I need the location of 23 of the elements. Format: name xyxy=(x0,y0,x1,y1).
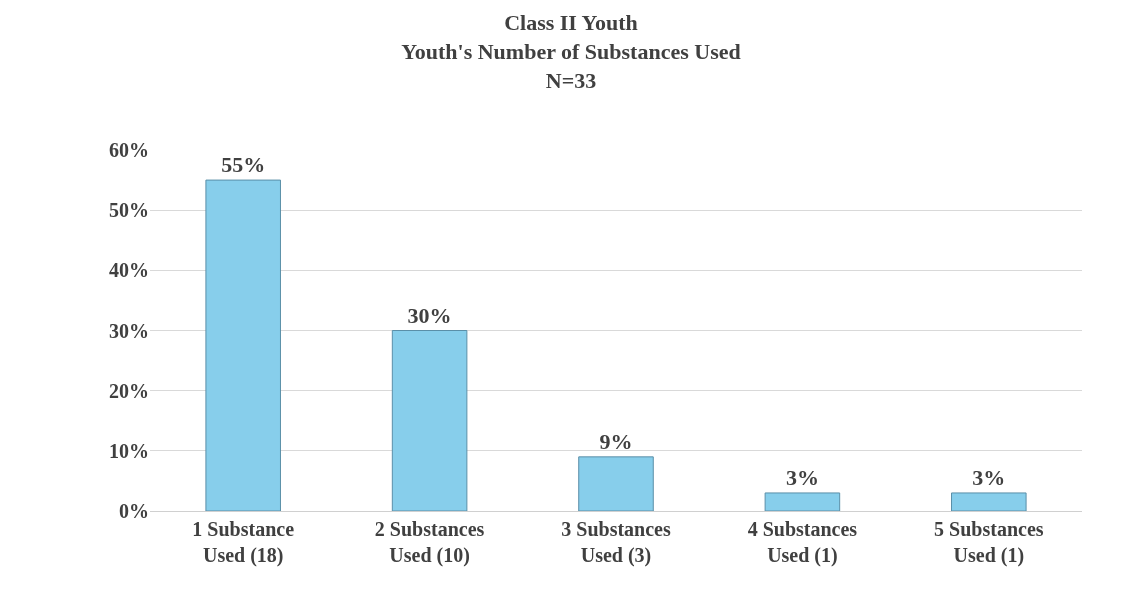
y-tick-label: 60% xyxy=(109,139,149,161)
x-tick-label: 2 Substances Used (10) xyxy=(374,518,485,567)
bar xyxy=(205,179,281,511)
x-tick-label: 4 Substances Used (1) xyxy=(747,518,858,567)
y-tick-label: 20% xyxy=(109,379,149,402)
bar xyxy=(391,330,468,511)
bar xyxy=(764,492,841,511)
bar xyxy=(951,492,1027,511)
bar xyxy=(578,456,654,511)
data-label: 30% xyxy=(407,302,452,328)
x-tick-label: 3 Substances Used (3) xyxy=(561,518,671,567)
chart-title: Class II Youth Youth's Number of Substances Used N=33 xyxy=(401,10,741,93)
y-tick-label: 0% xyxy=(119,500,149,522)
x-tick-label: 5 Substances Used (1) xyxy=(934,518,1044,567)
y-tick-label: 10% xyxy=(109,439,149,462)
x-tick-label: 1 Substance Used (18) xyxy=(192,518,295,567)
y-tick-label: 50% xyxy=(109,199,149,222)
data-label: 3% xyxy=(785,464,819,490)
y-tick-label: 30% xyxy=(109,319,149,342)
data-label: 9% xyxy=(599,428,633,454)
data-label: 55% xyxy=(221,152,266,178)
data-label: 3% xyxy=(972,464,1006,490)
y-tick-label: 40% xyxy=(109,259,149,282)
